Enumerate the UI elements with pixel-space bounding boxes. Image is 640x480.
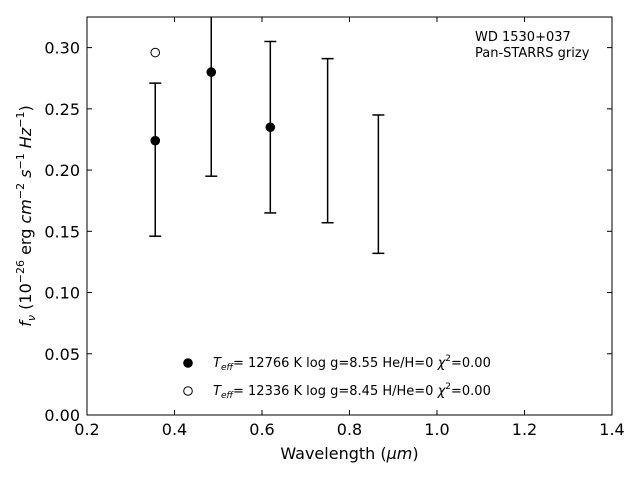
legend-2-teff-t: T <box>213 384 222 399</box>
y-axis-label-nu: ν <box>25 315 38 321</box>
x-tick-label: 0.8 <box>337 420 362 439</box>
x-axis-ticks: 0.2 0.4 0.6 0.8 1.0 1.2 1.4 <box>74 17 625 439</box>
x-axis-label-close: ) <box>412 444 418 463</box>
error-bar-1 <box>205 17 218 177</box>
legend: Teff= 12766 K log g=8.55 He/H=0 χ2=0.00 … <box>183 354 491 401</box>
y-tick-label: 0.20 <box>44 161 80 180</box>
legend-2-chi-exp: 2 <box>445 382 451 392</box>
x-tick-label: 0.6 <box>249 420 274 439</box>
x-axis-label: Wavelength (μm) <box>280 444 418 463</box>
model-point-filled-2 <box>265 122 276 133</box>
model-point-filled-1 <box>206 67 217 77</box>
y-tick-label: 0.15 <box>44 222 80 241</box>
legend-2-chi-val: =0.00 <box>451 384 491 399</box>
legend-1-chi: χ <box>437 356 447 371</box>
legend-1-teff-sub: eff <box>221 363 235 373</box>
legend-entry-1: Teff= 12766 K log g=8.55 He/H=0 χ2=0.00 <box>213 354 491 373</box>
y-axis-label-erg: erg <box>16 224 35 260</box>
legend-1-rest: = 12766 K log g=8.55 He/H=0 <box>233 356 438 371</box>
legend-1-chi-exp: 2 <box>445 354 451 364</box>
y-tick-label: 0.05 <box>44 345 80 364</box>
object-name: WD 1530+037 <box>475 30 571 45</box>
y-axis-label-hz: Hz <box>16 127 35 153</box>
legend-marker-open <box>183 386 193 396</box>
y-axis-label-exp3: −1 <box>14 153 27 169</box>
x-tick-label: 1.2 <box>512 420 537 439</box>
y-axis-label-s: s <box>16 170 35 183</box>
error-bar-3 <box>321 57 334 224</box>
plot-marks <box>149 17 385 255</box>
legend-2-chi: χ <box>437 384 447 399</box>
y-tick-label: 0.25 <box>44 100 80 119</box>
y-axis-label-close: ) <box>16 105 35 111</box>
object-annotation: WD 1530+037 Pan-STARRS grizy <box>475 30 590 61</box>
x-tick-label: 0.2 <box>74 420 99 439</box>
y-axis-label-f: f <box>16 319 35 327</box>
x-axis-label-unit: μm <box>386 444 413 463</box>
y-tick-label: 0.30 <box>44 39 80 58</box>
legend-1-chi-val: =0.00 <box>451 356 491 371</box>
survey-name: Pan-STARRS grizy <box>475 46 590 61</box>
x-tick-label: 1.4 <box>599 420 624 439</box>
y-tick-label: 0.10 <box>44 284 80 303</box>
y-axis-label-open: (10 <box>16 283 35 315</box>
y-axis-label: fν (10−26 erg cm−2 s−1 Hz−1) <box>14 105 38 326</box>
error-bar-0 <box>149 82 162 237</box>
x-axis-label-main: Wavelength ( <box>280 444 386 463</box>
x-tick-label: 0.4 <box>162 420 187 439</box>
legend-entry-2: Teff= 12336 K log g=8.45 H/He=0 χ2=0.00 <box>213 382 491 401</box>
x-tick-label: 1.0 <box>424 420 449 439</box>
y-tick-label: 0.00 <box>44 406 80 425</box>
model-point-open-0 <box>150 47 161 58</box>
y-axis-ticks: 0.00 0.05 0.10 0.15 0.20 0.25 0.30 <box>44 39 612 425</box>
model-point-filled-0 <box>150 135 161 146</box>
legend-marker-filled <box>183 358 193 368</box>
legend-2-teff-sub: eff <box>221 391 235 401</box>
y-axis-label-cm: cm <box>16 199 35 223</box>
error-bar-4 <box>372 114 385 255</box>
legend-1-teff-t: T <box>213 356 222 371</box>
legend-2-rest: = 12336 K log g=8.45 H/He=0 <box>233 384 438 399</box>
y-axis-label-exp2: −2 <box>14 183 27 199</box>
y-axis-label-exp4: −1 <box>14 112 27 128</box>
y-axis-label-exp1: −26 <box>14 260 27 283</box>
